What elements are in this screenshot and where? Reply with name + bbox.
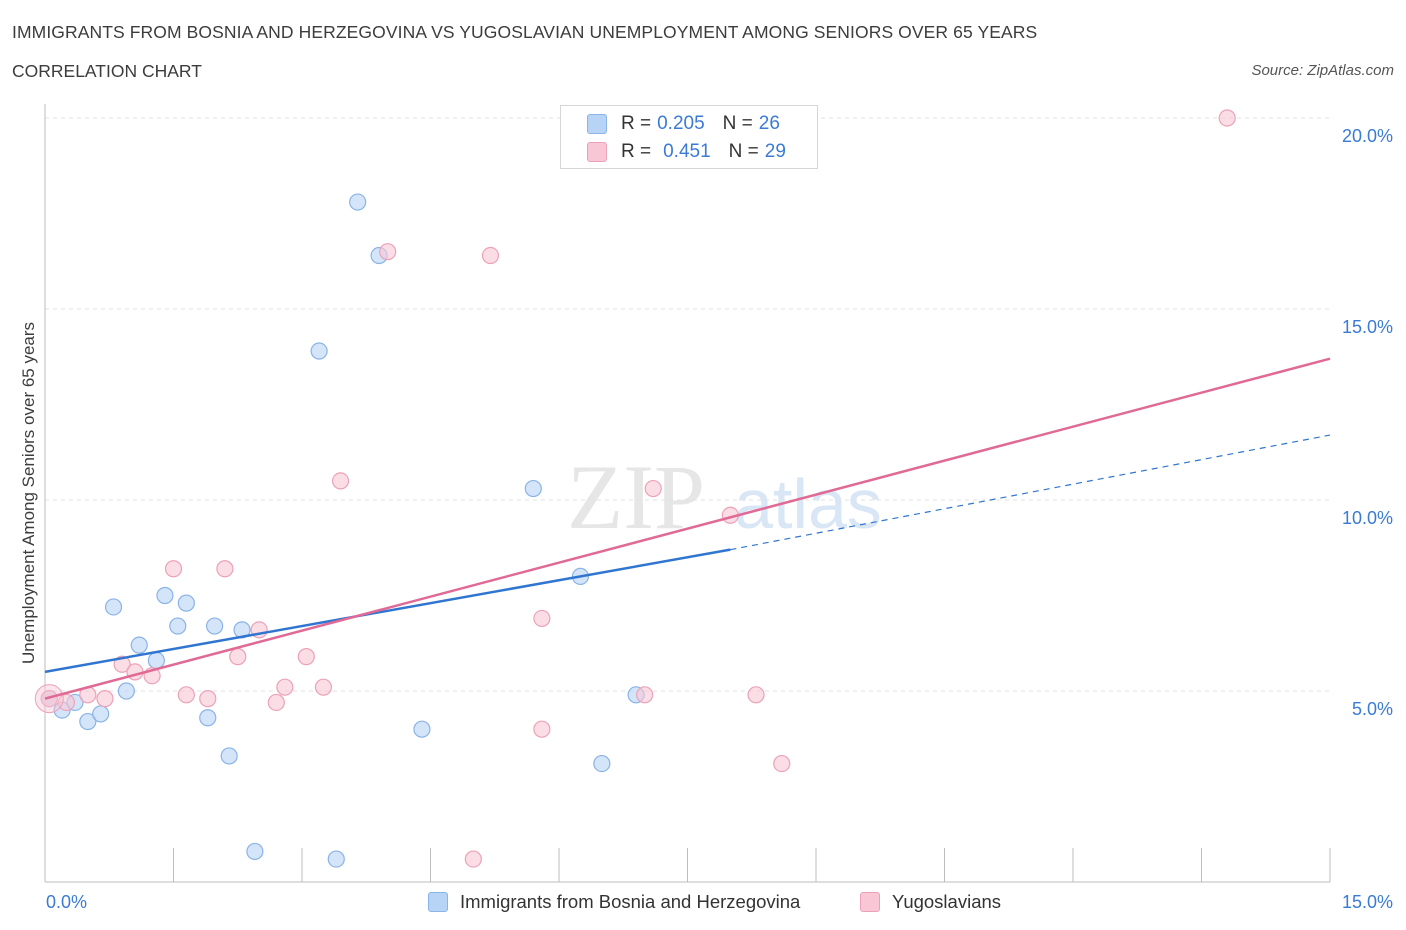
bosnia-point (220, 747, 238, 765)
watermark-atlas: atlas (734, 465, 882, 543)
y-tick-label: 15.0% (1342, 317, 1393, 337)
bosnia-point (349, 193, 367, 211)
series-legend-yugoslavians: Yugoslavians (860, 890, 1001, 914)
yugoslavian-point (96, 690, 114, 708)
yugoslavian-point (229, 648, 247, 666)
yugoslavian-point (314, 678, 333, 696)
yugoslavian-point (644, 479, 662, 498)
y-axis-label: Unemployment Among Seniors over 65 years (19, 321, 38, 665)
pink-swatch-icon (860, 892, 880, 912)
bosnia-point (169, 617, 187, 635)
legend-r-label: R = (621, 113, 652, 134)
legend-row-bosnia: R = 0.205 N = 26 (587, 112, 780, 136)
bosnia-point (92, 705, 110, 723)
bosnia-trend-line (44, 548, 731, 674)
series-name: Yugoslavians (892, 891, 1002, 912)
legend-row-yugoslavians: R = 0.451 N = 29 (587, 140, 786, 164)
y-tick-label: 5.0% (1352, 699, 1393, 719)
yugoslavian-point (297, 648, 315, 666)
yugoslavian-point (216, 560, 234, 578)
bosnia-point (246, 842, 264, 861)
series-name: Immigrants from Bosnia and Herzegovina (460, 891, 801, 912)
bosnia-point (130, 636, 148, 654)
yugoslavian-point (1218, 109, 1236, 127)
yugoslavian-point (533, 720, 551, 738)
correlation-legend: R = 0.205 N = 26 R = 0.451 N = 29 (560, 105, 818, 169)
yugoslavian-point (379, 243, 397, 261)
legend-r-label: R = (621, 141, 652, 162)
yugoslavian-point (276, 678, 294, 696)
bosnia-point (104, 598, 123, 616)
yugoslavian-point (164, 560, 183, 578)
yugoslavian-point (773, 754, 791, 773)
watermark-zip: ZIP (567, 446, 705, 548)
yugoslavian-point (533, 609, 551, 628)
y-tick-label: 20.0% (1342, 126, 1393, 146)
yugoslavian-point (199, 690, 217, 708)
y-tick-label: 10.0% (1342, 508, 1393, 528)
series-legend-bosnia: Immigrants from Bosnia and Herzegovina (428, 890, 800, 914)
bosnia-point (117, 682, 135, 700)
legend-r-value: 0.451 (663, 141, 711, 162)
bosnia-point (524, 479, 542, 498)
chart-title: IMMIGRANTS FROM BOSNIA AND HERZEGOVINA V… (12, 22, 1038, 42)
yugoslavian-point (57, 693, 76, 712)
bosnia-point (79, 712, 97, 731)
yugoslavian-point (747, 686, 765, 704)
yugoslavian-point (481, 246, 500, 265)
bosnia-point (199, 709, 217, 727)
blue-swatch-icon (587, 114, 607, 134)
bosnia-point (147, 651, 165, 670)
chart-subtitle: CORRELATION CHART (12, 61, 202, 81)
yugoslavian-point (113, 655, 131, 673)
yugoslavian-point (636, 686, 654, 704)
legend-n-label: N = (722, 113, 753, 134)
legend-n-value: 29 (764, 141, 786, 162)
bosnia-point (177, 594, 195, 612)
x-tick-label: 0.0% (46, 892, 87, 912)
legend-r-value: 0.205 (657, 113, 705, 134)
yugoslavian-trend-line (44, 357, 1331, 700)
yugoslavian-point (331, 472, 350, 490)
blue-swatch-icon (428, 892, 448, 912)
bosnia-point (156, 586, 174, 605)
yugoslavian-point (464, 850, 482, 868)
bosnia-point (593, 754, 611, 773)
yugoslavian-point (177, 686, 195, 704)
yugoslavian-point (267, 693, 285, 712)
x-tick-label: 15.0% (1342, 892, 1393, 912)
bosnia-point (327, 850, 345, 868)
bosnia-point (310, 342, 328, 360)
bosnia-point (206, 617, 224, 635)
legend-n-label: N = (728, 141, 759, 162)
source-credit: Source: ZipAtlas.com (1251, 62, 1394, 79)
bosnia-point (413, 720, 431, 738)
pink-swatch-icon (587, 142, 607, 162)
bosnia-trend-extension (730, 434, 1331, 551)
legend-n-value: 26 (758, 113, 780, 134)
